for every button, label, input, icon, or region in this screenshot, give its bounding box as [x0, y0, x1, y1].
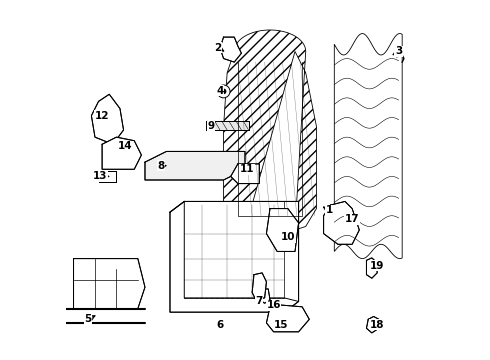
- Polygon shape: [367, 316, 379, 333]
- Circle shape: [220, 89, 226, 94]
- Polygon shape: [367, 258, 377, 278]
- Text: 5: 5: [84, 314, 92, 324]
- Text: 9: 9: [207, 121, 215, 131]
- Circle shape: [217, 85, 230, 98]
- Text: 15: 15: [273, 320, 288, 330]
- Polygon shape: [206, 121, 248, 130]
- Polygon shape: [334, 33, 402, 258]
- Polygon shape: [92, 94, 123, 144]
- Text: 14: 14: [118, 141, 133, 151]
- Polygon shape: [170, 202, 298, 312]
- Text: 12: 12: [95, 111, 109, 121]
- Text: 8: 8: [157, 161, 165, 171]
- Text: 7: 7: [256, 296, 263, 306]
- Bar: [173, 158, 202, 173]
- Polygon shape: [220, 37, 242, 62]
- Text: 2: 2: [215, 43, 222, 53]
- Polygon shape: [267, 305, 309, 332]
- Text: 19: 19: [370, 261, 384, 271]
- Polygon shape: [259, 289, 270, 303]
- Polygon shape: [323, 202, 359, 244]
- Polygon shape: [145, 152, 245, 180]
- Polygon shape: [223, 30, 317, 230]
- Text: 4: 4: [216, 86, 223, 96]
- Text: 10: 10: [281, 232, 295, 242]
- Polygon shape: [74, 258, 145, 309]
- Text: 13: 13: [93, 171, 108, 181]
- Polygon shape: [267, 208, 298, 251]
- Text: 18: 18: [370, 320, 385, 330]
- Polygon shape: [98, 171, 117, 182]
- Text: 17: 17: [345, 214, 360, 224]
- Polygon shape: [231, 164, 259, 184]
- Polygon shape: [252, 273, 267, 300]
- Text: 11: 11: [240, 164, 254, 174]
- Text: 1: 1: [325, 205, 333, 215]
- Text: 3: 3: [395, 46, 402, 57]
- Text: 16: 16: [267, 300, 281, 310]
- Polygon shape: [102, 137, 142, 169]
- Text: 6: 6: [217, 320, 223, 330]
- Bar: [277, 226, 292, 244]
